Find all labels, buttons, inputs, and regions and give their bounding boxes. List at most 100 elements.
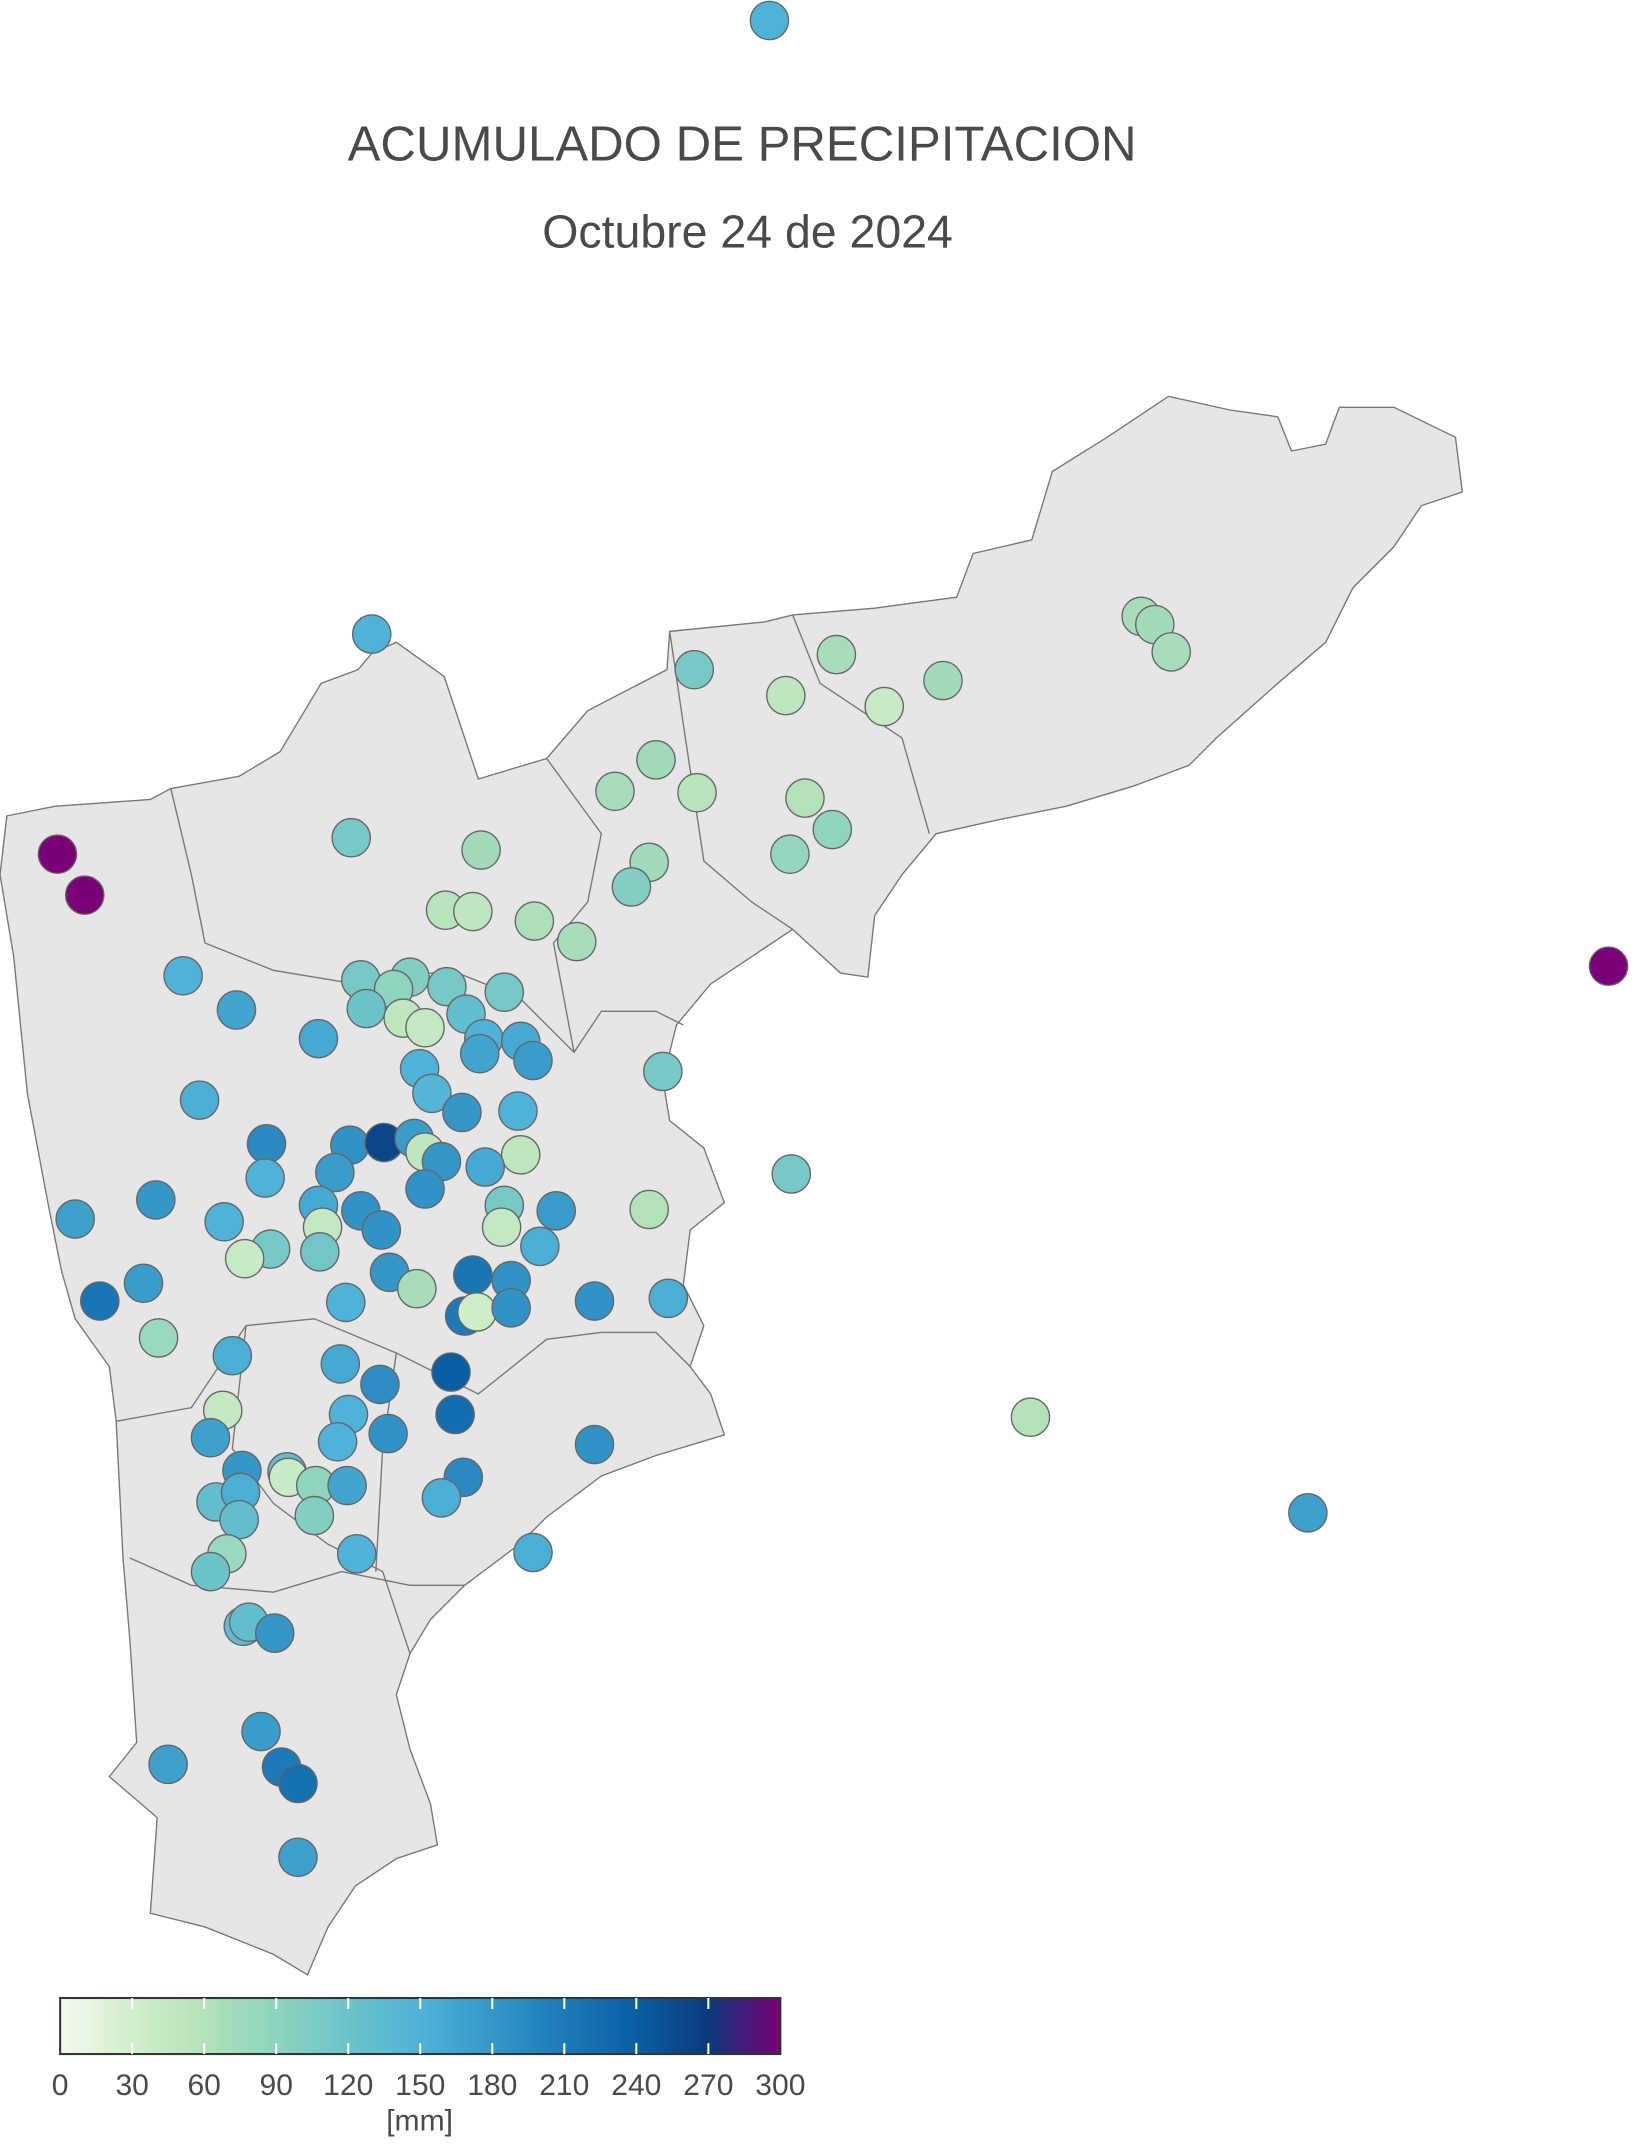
colorbar-tick-label: 180 xyxy=(467,2069,517,2102)
station xyxy=(816,634,857,675)
station xyxy=(574,1424,615,1465)
station xyxy=(79,1281,120,1321)
station xyxy=(1288,1493,1328,1533)
station xyxy=(513,1532,553,1573)
station xyxy=(246,1124,287,1164)
map-title: ACUMULADO DE PRECIPITACION xyxy=(348,117,1137,172)
station xyxy=(770,834,810,874)
colorbar-label: [mm] xyxy=(386,2104,453,2137)
station xyxy=(514,901,555,941)
station xyxy=(536,1191,577,1231)
station xyxy=(412,1073,452,1114)
station xyxy=(245,1158,285,1198)
station xyxy=(136,1180,176,1220)
station xyxy=(327,1465,367,1506)
station xyxy=(298,1018,339,1059)
station xyxy=(643,1051,683,1092)
station xyxy=(556,921,597,962)
station xyxy=(636,740,676,780)
station xyxy=(481,1207,522,1248)
station xyxy=(254,1613,295,1653)
station xyxy=(648,1278,689,1319)
station xyxy=(812,809,853,850)
station xyxy=(55,1199,96,1239)
station xyxy=(346,988,387,1029)
station xyxy=(766,675,806,716)
boundary xyxy=(129,1557,465,1593)
region-outline xyxy=(0,395,1464,1976)
colorbar-tick-label: 210 xyxy=(539,2069,589,2102)
station xyxy=(224,1238,265,1279)
colorbar-tick-label: 120 xyxy=(323,2069,373,2102)
station xyxy=(465,1147,505,1187)
station xyxy=(442,1092,482,1133)
station xyxy=(299,1232,340,1272)
station xyxy=(351,614,392,654)
boundary xyxy=(792,614,930,834)
station xyxy=(595,771,635,812)
station xyxy=(212,1335,253,1376)
station xyxy=(923,660,963,701)
station xyxy=(148,1744,188,1785)
region xyxy=(0,395,1464,1976)
station xyxy=(749,0,790,41)
colorbar-tick-label: 60 xyxy=(187,2069,220,2102)
colorbar-tick-label: 240 xyxy=(611,2069,661,2102)
station xyxy=(771,1154,812,1194)
station xyxy=(37,834,78,874)
colorbar-tick-label: 0 xyxy=(52,2069,69,2102)
boundary xyxy=(668,631,794,930)
station xyxy=(453,891,493,932)
station xyxy=(427,966,467,1007)
station xyxy=(785,778,825,818)
station xyxy=(1588,946,1629,987)
station xyxy=(864,686,905,727)
station xyxy=(677,772,717,813)
station xyxy=(219,1499,259,1540)
station xyxy=(457,1292,497,1332)
station xyxy=(336,1534,377,1574)
station xyxy=(216,990,257,1030)
station xyxy=(453,1255,493,1295)
colorbar-tick-label: 30 xyxy=(115,2069,148,2102)
station xyxy=(315,1152,355,1193)
station xyxy=(163,955,203,996)
station xyxy=(397,1268,437,1309)
station xyxy=(421,1478,462,1518)
colorbar-tick-label: 300 xyxy=(755,2069,805,2102)
station xyxy=(513,1040,553,1081)
station xyxy=(574,1281,615,1321)
station xyxy=(190,1551,231,1592)
station xyxy=(294,1495,335,1536)
colorbar-tick-label: 270 xyxy=(683,2069,733,2102)
station xyxy=(325,1282,366,1323)
station xyxy=(361,1210,402,1250)
station xyxy=(1151,632,1192,672)
station xyxy=(500,1134,541,1175)
station xyxy=(435,1394,475,1435)
station xyxy=(459,1033,500,1074)
station xyxy=(405,1007,445,1048)
station xyxy=(484,972,525,1012)
map-subtitle: Octubre 24 de 2024 xyxy=(542,205,953,257)
station xyxy=(520,1226,560,1267)
station xyxy=(204,1201,244,1242)
colorbar-tick-label: 150 xyxy=(395,2069,445,2102)
station xyxy=(179,1080,220,1120)
station xyxy=(491,1288,531,1328)
station xyxy=(611,867,652,907)
station xyxy=(674,649,715,690)
station xyxy=(498,1091,538,1131)
station xyxy=(138,1318,179,1358)
station xyxy=(123,1263,164,1304)
station xyxy=(241,1711,281,1752)
station xyxy=(461,830,501,870)
station xyxy=(190,1417,231,1458)
station xyxy=(1010,1397,1051,1438)
station xyxy=(629,1189,669,1230)
station xyxy=(320,1344,361,1384)
stations xyxy=(37,0,1629,1878)
